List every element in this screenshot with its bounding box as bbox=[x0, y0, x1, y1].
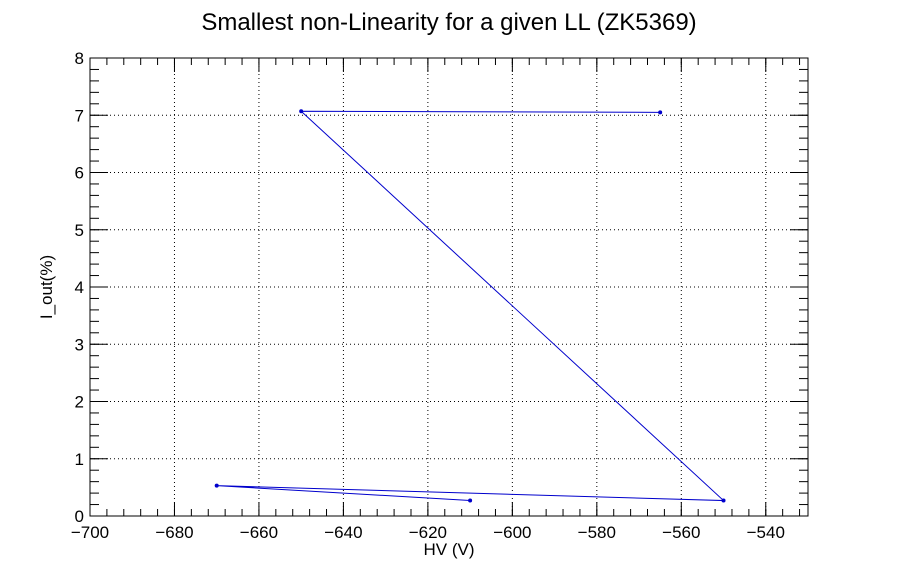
x-tick-labels: −700 −680 −660 −640 −620 −600 −580 −560 −540 bbox=[71, 523, 785, 542]
x-tick-label: −600 bbox=[493, 523, 531, 542]
data-point bbox=[299, 109, 304, 114]
data-point bbox=[721, 498, 726, 503]
x-tick-label: −680 bbox=[155, 523, 193, 542]
data-point bbox=[214, 483, 219, 488]
x-tick-label: −660 bbox=[240, 523, 278, 542]
y-tick-label: 2 bbox=[75, 393, 84, 412]
y-tick-label: 6 bbox=[75, 164, 84, 183]
chart-title: Smallest non-Linearity for a given LL (Z… bbox=[201, 9, 696, 36]
x-tick-label: −580 bbox=[578, 523, 616, 542]
x-axis-label: HV (V) bbox=[424, 540, 475, 559]
y-tick-labels: 0 1 2 3 4 5 6 7 8 bbox=[75, 49, 84, 526]
y-tick-label: 8 bbox=[75, 49, 84, 68]
y-tick-label: 5 bbox=[75, 221, 84, 240]
axis-ticks bbox=[89, 57, 808, 517]
x-tick-label: −560 bbox=[662, 523, 700, 542]
series bbox=[214, 109, 726, 503]
series-line bbox=[216, 110, 725, 502]
x-tick-label: −540 bbox=[747, 523, 785, 542]
plot-frame bbox=[89, 57, 809, 517]
y-tick-label: 0 bbox=[75, 507, 84, 526]
y-tick-label: 1 bbox=[75, 450, 84, 469]
data-point bbox=[468, 498, 473, 503]
x-tick-label: −700 bbox=[71, 523, 109, 542]
y-tick-label: 7 bbox=[75, 106, 84, 125]
x-tick-label: −620 bbox=[409, 523, 447, 542]
data-point bbox=[658, 110, 663, 115]
y-axis-label: I_out(%) bbox=[37, 255, 56, 319]
x-tick-label: −640 bbox=[324, 523, 362, 542]
grid bbox=[90, 58, 808, 516]
y-tick-label: 4 bbox=[75, 278, 84, 297]
y-tick-label: 3 bbox=[75, 335, 84, 354]
